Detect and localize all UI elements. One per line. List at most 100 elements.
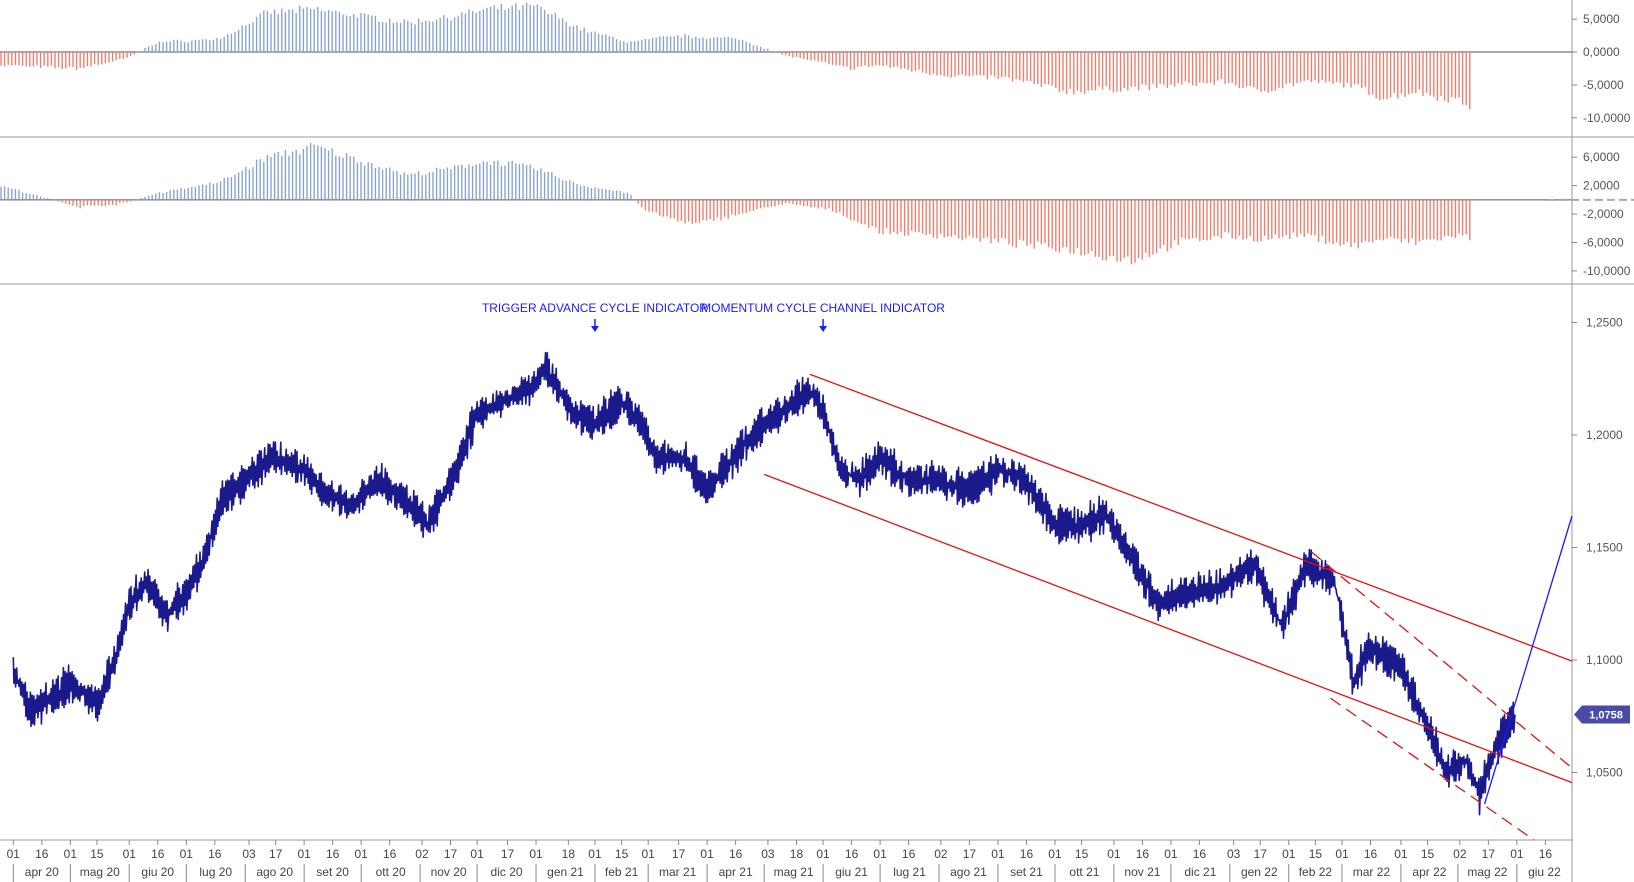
- x-day-label: 01: [180, 847, 194, 861]
- x-month-label: dic 20: [491, 865, 523, 879]
- y-tick-label: -2,0000: [1583, 207, 1624, 221]
- x-day-label: 01: [816, 847, 830, 861]
- x-day-label: 16: [326, 847, 340, 861]
- x-day-label: 15: [615, 847, 629, 861]
- x-month-label: lug 21: [893, 865, 926, 879]
- x-day-label: 18: [562, 847, 576, 861]
- price-panel: 1,2500 1,2000 1,1500 1,1000 1,0500 TRIGGER AD…: [12, 301, 1630, 841]
- y-tick-label: 5,0000: [1583, 12, 1620, 26]
- x-day-label: 01: [1048, 847, 1062, 861]
- x-month-label: ago 20: [256, 865, 293, 879]
- indicator-annotation: TRIGGER ADVANCE CYCLE INDICATOR: [482, 301, 708, 315]
- x-day-label: 03: [242, 847, 256, 861]
- x-day-label: 01: [7, 847, 21, 861]
- x-day-label: 17: [963, 847, 977, 861]
- x-month-label: nov 21: [1124, 865, 1160, 879]
- y-tick-label: -10,0000: [1583, 264, 1631, 278]
- x-day-label: 02: [415, 847, 429, 861]
- x-day-label: 16: [902, 847, 916, 861]
- annotation-arrow-head: [819, 326, 828, 332]
- oscillator-middle-panel: 6,0000 2,0000 -2,0000 -6,0000 -10,0000: [0, 142, 1634, 278]
- x-day-label: 01: [642, 847, 656, 861]
- x-axis: 01 16 01 15 01 16 01 16 03 17 01 16 01 16 02 17 01 17 01 18…: [7, 840, 1561, 882]
- x-month-label: set 20: [316, 865, 349, 879]
- x-day-label: 16: [1193, 847, 1207, 861]
- x-day-label: 01: [1164, 847, 1178, 861]
- x-day-label: 15: [1309, 847, 1323, 861]
- x-month-label: mar 22: [1353, 865, 1391, 879]
- x-day-label: 16: [845, 847, 859, 861]
- x-day-label: 01: [1282, 847, 1296, 861]
- x-month-label: set 21: [1010, 865, 1043, 879]
- x-day-label: 17: [501, 847, 515, 861]
- x-month-label: feb 21: [605, 865, 639, 879]
- x-day-label: 16: [208, 847, 222, 861]
- dashed-lower-trendline: [1330, 697, 1535, 841]
- x-day-label: 01: [1510, 847, 1524, 861]
- y-tick-label: -5,0000: [1583, 78, 1624, 92]
- rebound-line-trendline: [1483, 515, 1573, 805]
- x-month-label: ott 21: [1069, 865, 1099, 879]
- x-month-label: nov 20: [431, 865, 467, 879]
- x-day-label: 17: [269, 847, 283, 861]
- x-day-label: 15: [1075, 847, 1089, 861]
- annotation-arrow-head: [590, 326, 599, 332]
- x-day-label: 01: [64, 847, 78, 861]
- x-month-label: apr 22: [1412, 865, 1446, 879]
- y-tick-label: 1,2000: [1586, 428, 1623, 442]
- y-tick-label: 1,1000: [1586, 653, 1623, 667]
- x-month-label: feb 22: [1299, 865, 1333, 879]
- y-tick-label: 1,0500: [1586, 766, 1623, 780]
- x-day-label: 16: [729, 847, 743, 861]
- x-month-label: gen 22: [1241, 865, 1278, 879]
- price-series-line: [12, 351, 1516, 816]
- x-day-label: 02: [934, 847, 948, 861]
- x-day-label: 17: [444, 847, 458, 861]
- last-value-badge: [1574, 705, 1630, 724]
- indicator-annotation: MOMENTUM CYCLE CHANNEL INDICATOR: [701, 301, 945, 315]
- x-month-label: gen 21: [547, 865, 584, 879]
- x-month-label: mag 21: [774, 865, 814, 879]
- x-day-label: 16: [383, 847, 397, 861]
- x-month-label: apr 20: [25, 865, 59, 879]
- x-day-label: 01: [1107, 847, 1121, 861]
- x-day-label: 15: [1421, 847, 1435, 861]
- x-month-label: ott 20: [376, 865, 406, 879]
- x-day-label: 18: [790, 847, 804, 861]
- x-day-label: 03: [1227, 847, 1241, 861]
- x-day-label: 01: [588, 847, 602, 861]
- y-tick-label: -6,0000: [1583, 235, 1624, 249]
- x-day-label: 15: [90, 847, 104, 861]
- x-month-label: giu 21: [835, 865, 868, 879]
- last-value-label: 1,0758: [1589, 709, 1623, 721]
- x-day-label: 01: [873, 847, 887, 861]
- x-day-label: 01: [1394, 847, 1408, 861]
- x-day-label: 01: [700, 847, 714, 861]
- x-day-label: 01: [1335, 847, 1349, 861]
- x-day-label: 01: [991, 847, 1005, 861]
- x-day-label: 01: [529, 847, 543, 861]
- x-day-label: 03: [761, 847, 775, 861]
- x-day-label: 01: [354, 847, 368, 861]
- y-tick-label: 0,0000: [1583, 45, 1620, 59]
- x-month-label: lug 20: [199, 865, 232, 879]
- channel-upper-trendline: [809, 373, 1573, 662]
- x-day-label: 17: [1482, 847, 1496, 861]
- x-month-label: mag 20: [80, 865, 120, 879]
- x-month-label: ago 21: [950, 865, 987, 879]
- x-month-label: dic 21: [1184, 865, 1216, 879]
- oscillator-top-panel: 5,0000 0,0000 -5,0000 -10,0000: [0, 2, 1631, 125]
- x-month-label: giu 22: [1528, 865, 1561, 879]
- y-tick-label: 6,0000: [1583, 150, 1620, 164]
- x-day-label: 01: [470, 847, 484, 861]
- x-day-label: 16: [1364, 847, 1378, 861]
- x-day-label: 01: [123, 847, 137, 861]
- x-day-label: 16: [151, 847, 165, 861]
- x-day-label: 01: [297, 847, 311, 861]
- x-month-label: apr 21: [719, 865, 753, 879]
- x-month-label: mar 21: [659, 865, 697, 879]
- x-day-label: 16: [1136, 847, 1150, 861]
- x-day-label: 02: [1453, 847, 1467, 861]
- x-day-label: 16: [35, 847, 49, 861]
